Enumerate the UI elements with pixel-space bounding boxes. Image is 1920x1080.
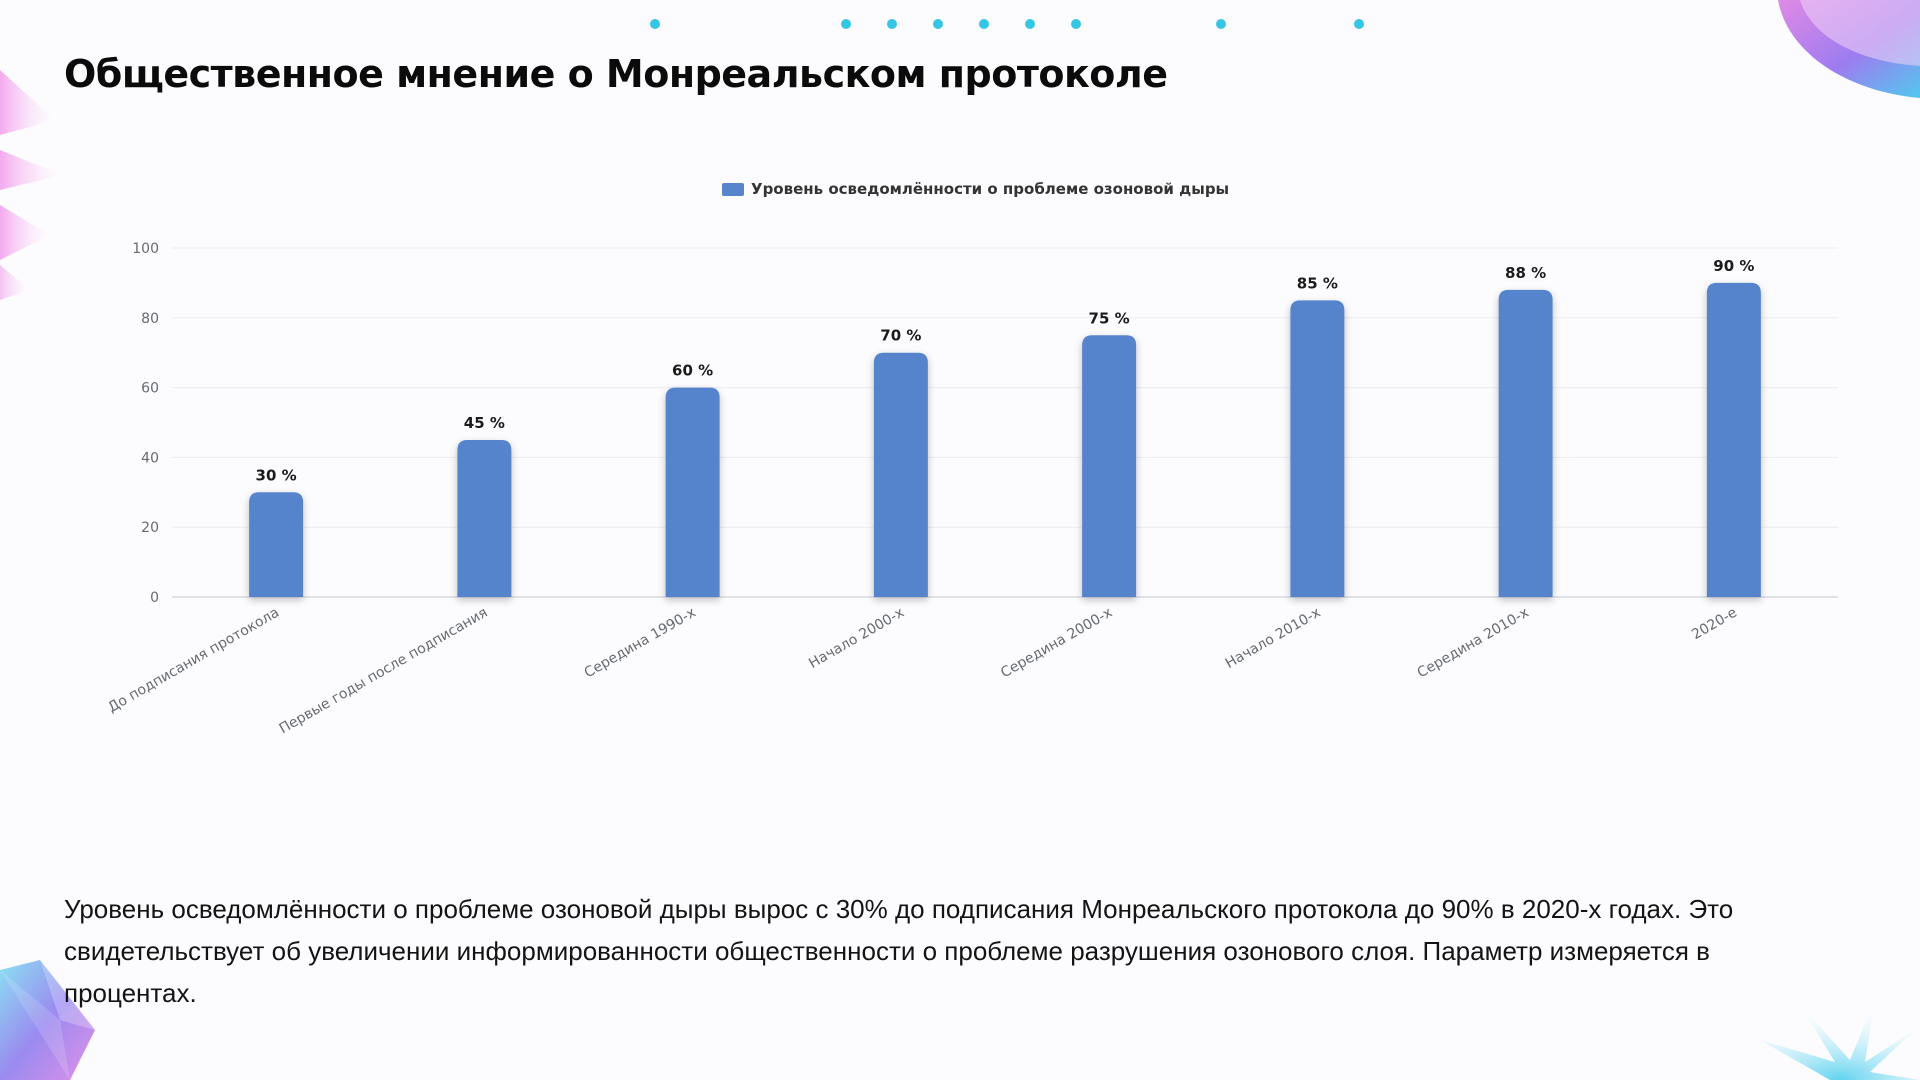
bar (873, 352, 928, 597)
x-tick-label: Середина 2010-х (1415, 605, 1532, 682)
decor-dot (1025, 19, 1035, 29)
decor-dot (979, 19, 989, 29)
y-tick-label: 100 (132, 241, 159, 257)
data-label: 75 % (1089, 309, 1130, 327)
decor-dot (650, 19, 660, 29)
x-tick-label: Середина 1990-х (582, 605, 699, 682)
decor-dot (841, 19, 851, 29)
x-tick-label: До подписания протокола (105, 605, 282, 716)
y-tick-label: 80 (141, 311, 159, 327)
x-tick-label: Первые годы после подписания (277, 605, 491, 738)
decor-dot (887, 19, 897, 29)
legend-label: Уровень осведомлённости о проблеме озоно… (751, 180, 1229, 198)
decor-dot (1071, 19, 1081, 29)
decor-dot (933, 19, 943, 29)
decor-bottom-left-crystal (0, 960, 95, 1080)
data-label: 90 % (1713, 257, 1754, 275)
bar (457, 439, 512, 597)
bar (249, 492, 304, 597)
x-tick-label: 2020-е (1689, 605, 1740, 644)
data-label: 30 % (256, 466, 297, 484)
legend-swatch (722, 183, 744, 196)
decor-dot (1216, 19, 1226, 29)
bar-chart: Уровень осведомлённости о проблеме озоно… (105, 180, 1838, 738)
page-title: Общественное мнение о Монреальском прото… (64, 52, 1168, 96)
y-tick-label: 0 (150, 590, 159, 606)
decor-left-burst (0, 70, 62, 300)
bar (1498, 289, 1553, 597)
y-tick-label: 20 (141, 520, 159, 536)
data-label: 70 % (880, 327, 921, 345)
decor-top-right-swirl (1778, 0, 1920, 98)
decor-dot (1354, 19, 1364, 29)
chart-container: Уровень осведомлённости о проблеме озоно… (0, 160, 1920, 780)
decor-bottom-right-burst (1760, 1000, 1920, 1080)
data-label: 45 % (464, 414, 505, 432)
x-tick-label: Начало 2000-х (806, 605, 907, 672)
data-label: 85 % (1297, 274, 1338, 292)
x-tick-label: Начало 2010-х (1223, 605, 1324, 672)
bar (1082, 335, 1137, 597)
data-label: 60 % (672, 362, 713, 380)
data-label: 88 % (1505, 264, 1546, 282)
decorative-dots (0, 0, 1920, 60)
bar (1290, 300, 1345, 597)
x-tick-label: Середина 2000-х (998, 605, 1115, 682)
chart-description: Уровень осведомлённости о проблеме озоно… (64, 894, 1734, 1008)
bar (665, 387, 720, 597)
bar (1706, 282, 1761, 597)
y-tick-label: 60 (141, 381, 159, 397)
y-tick-label: 40 (141, 450, 159, 466)
